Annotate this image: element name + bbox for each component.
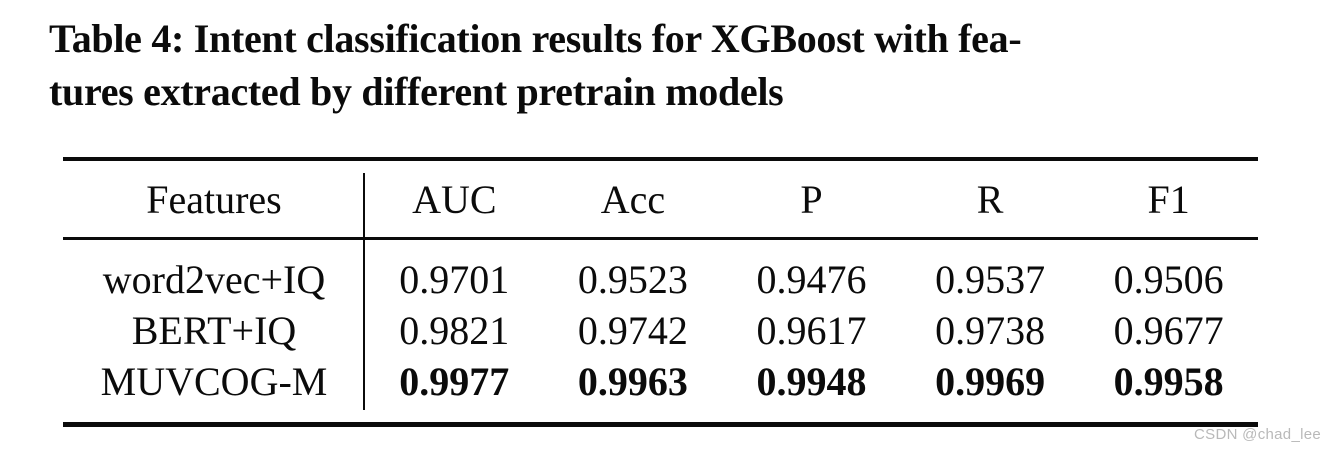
row-feature-label: word2vec+IQ	[102, 257, 326, 302]
column-header-r: R	[976, 176, 1004, 222]
column-header-p: P	[800, 176, 823, 222]
cell-p: 0.9948	[756, 359, 867, 404]
table-row-bert-iq: BERT+IQ 0.9821 0.9742 0.9617 0.9738 0.96…	[63, 305, 1258, 356]
cell-r: 0.9738	[935, 308, 1046, 353]
cell-auc: 0.9977	[399, 359, 510, 404]
results-table: Features AUC Acc P R F1 word2vec+IQ 0.97…	[63, 157, 1258, 427]
watermark: CSDN @chad_lee	[1194, 426, 1321, 443]
table-top-rule	[63, 157, 1258, 161]
cell-f1: 0.9677	[1113, 308, 1224, 353]
table-mid-rule	[63, 237, 1258, 240]
cell-auc: 0.9821	[399, 308, 510, 353]
cell-acc: 0.9523	[577, 257, 688, 302]
cell-r: 0.9537	[935, 257, 1046, 302]
cell-p: 0.9617	[756, 308, 867, 353]
cell-f1: 0.9506	[1113, 257, 1224, 302]
caption-line-2: tures extracted by different pretrain mo…	[49, 69, 784, 114]
column-header-auc: AUC	[412, 176, 497, 222]
cell-acc: 0.9742	[577, 308, 688, 353]
table-bottom-rule	[63, 422, 1258, 427]
table-header-row: Features AUC Acc P R F1	[63, 161, 1258, 237]
cell-auc: 0.9701	[399, 257, 510, 302]
column-header-features: Features	[63, 161, 365, 237]
caption-line-1: Table 4: Intent classification results f…	[49, 16, 1022, 61]
column-header-acc: Acc	[600, 176, 666, 222]
table-row-word2vec-iq: word2vec+IQ 0.9701 0.9523 0.9476 0.9537 …	[63, 254, 1258, 305]
table-body: word2vec+IQ 0.9701 0.9523 0.9476 0.9537 …	[63, 240, 1258, 422]
cell-r: 0.9969	[935, 359, 1046, 404]
table-caption: Table 4: Intent classification results f…	[49, 12, 1289, 118]
table-row-muvcog-m: MUVCOG-M 0.9977 0.9963 0.9948 0.9969 0.9…	[63, 356, 1258, 407]
column-header-f1: F1	[1147, 176, 1190, 222]
cell-p: 0.9476	[756, 257, 867, 302]
cell-acc: 0.9963	[577, 359, 688, 404]
cell-f1: 0.9958	[1113, 359, 1224, 404]
row-feature-label: MUVCOG-M	[100, 359, 328, 404]
row-feature-label: BERT+IQ	[131, 308, 297, 353]
